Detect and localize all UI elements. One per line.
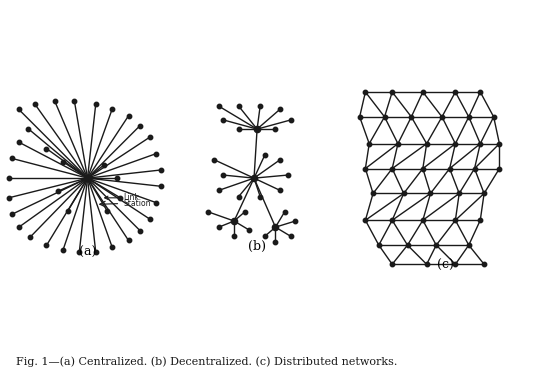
Text: (a): (a) xyxy=(79,246,96,258)
Text: Link: Link xyxy=(124,193,139,202)
Text: Station: Station xyxy=(124,199,151,208)
Text: (b): (b) xyxy=(248,240,266,253)
Text: (c): (c) xyxy=(438,259,454,272)
Text: Fig. 1—(a) Centralized. (b) Decentralized. (c) Distributed networks.: Fig. 1—(a) Centralized. (b) Decentralize… xyxy=(16,356,398,367)
